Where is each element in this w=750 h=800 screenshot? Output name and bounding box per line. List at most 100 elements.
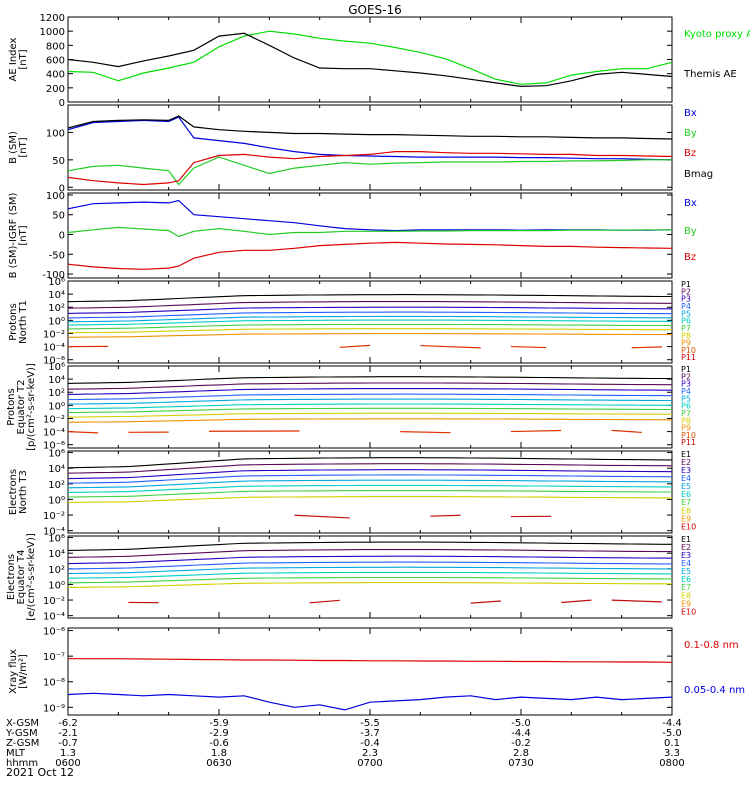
legend-entry: P5 xyxy=(681,394,691,403)
legend-entry: P5 xyxy=(681,309,691,318)
y-axis-label: B (SM) xyxy=(8,131,19,164)
orbit-value: 0800 xyxy=(659,758,684,769)
orbit-value: 0630 xyxy=(206,758,231,769)
orbit-value: 0700 xyxy=(357,758,382,769)
legend-entry: 0.1-0.8 nm xyxy=(684,640,739,651)
channel-line-p5 xyxy=(67,398,672,405)
y-tick-label: 10⁰ xyxy=(48,316,65,327)
series-line-bz xyxy=(67,151,673,186)
channel-line-e5 xyxy=(67,566,672,575)
chart-title: GOES-16 xyxy=(348,3,402,17)
legend-entry: P11 xyxy=(681,438,696,447)
y-tick-label: 10⁻² xyxy=(43,596,65,607)
channel-line-p5 xyxy=(67,315,672,323)
orbit-value: -0.2 xyxy=(511,738,531,749)
y-axis-label: [nT] xyxy=(18,137,29,157)
channel-segment xyxy=(510,429,562,433)
orbit-value: -5.9 xyxy=(209,718,229,729)
channel-line-p6 xyxy=(67,403,672,410)
orbit-row-label: Y-GSM xyxy=(5,728,38,739)
orbit-value: 2.3 xyxy=(362,748,378,759)
orbit-value: 3.3 xyxy=(664,748,680,759)
y-tick-label: 10² xyxy=(48,388,65,399)
y-tick-label: -100 xyxy=(42,270,65,281)
y-tick-label: 1200 xyxy=(40,13,65,24)
channel-line-p9 xyxy=(67,418,672,423)
orbit-value: -2.9 xyxy=(209,728,229,739)
y-tick-label: 10⁻⁹ xyxy=(43,703,65,714)
channel-line-p4 xyxy=(67,311,673,319)
channel-segment xyxy=(470,600,501,604)
channel-line-e3 xyxy=(67,555,673,565)
y-axis-label: Electrons xyxy=(6,554,17,600)
panel-eequator: 10⁻⁴ 10⁻² 10⁰ 10² 10⁴ 10⁶ Electrons Equator T4[… xyxy=(6,533,696,623)
channel-line-e8 xyxy=(67,582,673,588)
y-tick-label: 0 xyxy=(59,183,65,194)
y-tick-label: 10⁶ xyxy=(48,362,65,373)
legend-entry: P6 xyxy=(681,402,691,411)
channel-line-e8 xyxy=(67,496,672,503)
channel-line-p7 xyxy=(67,407,672,414)
channel-segment xyxy=(561,599,592,604)
orbit-value: -4.4 xyxy=(511,728,531,739)
legend-entry: E6 xyxy=(681,490,691,499)
orbit-value: 0730 xyxy=(508,758,533,769)
date-label: 2021 Oct 12 xyxy=(6,766,74,779)
legend-entry: E10 xyxy=(681,607,696,616)
y-tick-label: 10² xyxy=(48,480,65,491)
y-tick-label: -50 xyxy=(49,250,65,261)
legend-entry: Kyoto proxy AE xyxy=(684,29,750,40)
series-line-bx xyxy=(67,199,673,232)
orbit-value: -5.0 xyxy=(511,718,531,729)
y-tick-label: 10² xyxy=(48,565,65,576)
channel-line-e1 xyxy=(67,541,672,551)
channel-line-p8 xyxy=(67,328,672,334)
y-tick-label: 10⁻⁴ xyxy=(43,428,65,439)
legend-entry: P2 xyxy=(681,287,691,296)
legend-entry: P7 xyxy=(681,409,691,418)
series-line-0-05-0-4-nm xyxy=(67,692,673,711)
y-tick-label: 10⁴ xyxy=(48,290,65,301)
legend-entry: P1 xyxy=(681,280,691,289)
panel-bsm: 0 50 100 B (SM) [nT] Bx By Bz Bmag xyxy=(8,104,713,194)
orbit-row-label: MLT xyxy=(6,748,26,759)
legend-entry: Bx xyxy=(684,108,697,119)
orbit-value: -0.4 xyxy=(360,738,380,749)
y-tick-label: 10⁻⁷ xyxy=(43,652,65,663)
legend-entry: P1 xyxy=(681,365,691,374)
channel-line-p9 xyxy=(67,333,672,338)
orbit-value: 1.8 xyxy=(211,748,227,759)
legend-entry: P11 xyxy=(681,353,696,362)
channel-line-p8 xyxy=(67,412,672,418)
y-tick-label: 50 xyxy=(52,211,65,222)
orbit-value: -6.2 xyxy=(58,718,78,729)
y-tick-label: 200 xyxy=(46,84,65,95)
y-axis-label: Equator T2 xyxy=(16,380,27,435)
legend-entry: P9 xyxy=(681,339,691,348)
channel-line-p3 xyxy=(67,388,672,395)
channel-line-p7 xyxy=(67,323,673,330)
orbit-value: -0.7 xyxy=(58,738,78,749)
y-tick-label: 10⁶ xyxy=(48,449,65,460)
orbit-value: 2.8 xyxy=(513,748,529,759)
panel-pequator: 10⁻⁶ 10⁻⁴ 10⁻² 10⁰ 10² 10⁴ 10⁶ Protons Equator T… xyxy=(6,362,696,452)
series-line-bz xyxy=(67,241,673,270)
y-tick-label: 10⁻⁶ xyxy=(43,441,65,452)
orbit-value: -5.0 xyxy=(662,728,682,739)
legend-entry: E2 xyxy=(681,458,691,467)
panel-bigrf: -100 -50 0 50 100 B (SM)-IGRF (SM) [nT] Bx By Bz xyxy=(8,191,697,281)
orbit-value: -2.1 xyxy=(58,728,78,739)
legend-entry: E9 xyxy=(681,514,691,523)
channel-line-e6 xyxy=(67,571,672,579)
series-line-themis-ae xyxy=(67,32,673,88)
panel-pnorth: 10⁻⁶ 10⁻⁴ 10⁻² 10⁰ 10² 10⁴ 10⁶ Protons North T1 P… xyxy=(8,277,696,367)
legend-entry: E7 xyxy=(681,583,691,592)
y-tick-label: 800 xyxy=(46,41,65,52)
channel-line-p1 xyxy=(67,294,672,303)
channel-line-e7 xyxy=(67,490,672,498)
channel-segment xyxy=(430,514,461,517)
channel-segment xyxy=(611,599,662,603)
y-axis-label: Protons xyxy=(6,388,17,425)
channel-line-p1 xyxy=(67,376,673,384)
